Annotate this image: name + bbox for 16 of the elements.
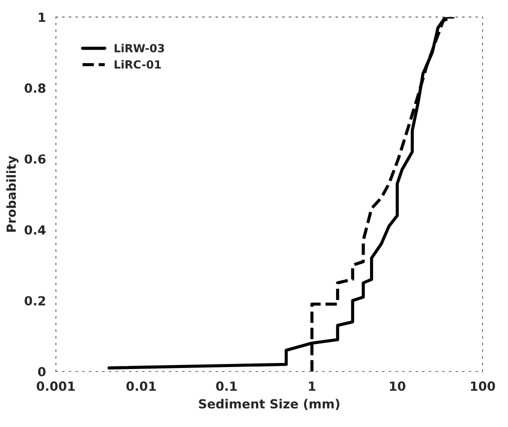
x-tick-label: 0.1 xyxy=(216,381,237,391)
x-axis-title: Sediment Size (mm) xyxy=(198,398,340,410)
x-tick-label: 10 xyxy=(390,381,406,391)
y-tick-label: 0.8 xyxy=(24,83,46,93)
legend-label: LiRC-01 xyxy=(114,60,161,69)
y-axis-title: Probability xyxy=(6,156,18,232)
y-tick-label: 0.2 xyxy=(24,296,46,306)
y-tick-label: 1 xyxy=(38,12,46,22)
x-tick-label: 0.001 xyxy=(36,381,75,391)
x-tick-label: 0.01 xyxy=(126,381,156,391)
y-tick-label: 0 xyxy=(38,366,46,376)
y-tick-label: 0.4 xyxy=(24,225,46,235)
x-tick-label: 1 xyxy=(308,382,316,391)
y-tick-label: 0.6 xyxy=(24,154,46,164)
x-tick-label: 100 xyxy=(470,381,496,391)
legend-label: LiRW-03 xyxy=(114,44,164,52)
